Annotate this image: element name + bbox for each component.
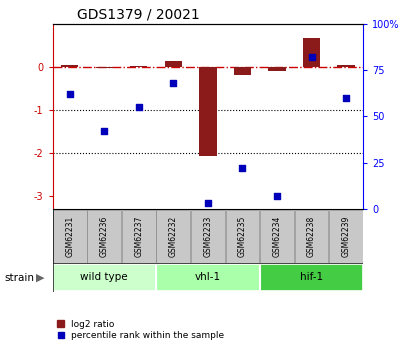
Text: GSM62233: GSM62233 [203,216,213,257]
Legend: log2 ratio, percentile rank within the sample: log2 ratio, percentile rank within the s… [57,320,225,341]
Text: vhl-1: vhl-1 [195,273,221,282]
Bar [234,67,251,75]
Bar [165,61,182,67]
Text: ▶: ▶ [36,273,44,283]
Point [101,128,108,134]
Text: GSM62238: GSM62238 [307,216,316,257]
Bar [260,210,294,263]
Text: GSM62234: GSM62234 [273,216,281,257]
Bar [96,67,113,68]
Text: GSM62235: GSM62235 [238,216,247,257]
Text: GSM62236: GSM62236 [100,216,109,257]
Text: hif-1: hif-1 [300,273,323,282]
Bar [87,210,121,263]
Bar [260,264,363,291]
Text: GSM62232: GSM62232 [169,216,178,257]
Text: GDS1379 / 20021: GDS1379 / 20021 [77,8,200,22]
Bar [303,38,320,67]
Bar [130,66,147,67]
Bar [329,210,363,263]
Point [343,95,349,101]
Point [136,105,142,110]
Bar [53,210,87,263]
Bar [52,264,156,291]
Text: GSM62237: GSM62237 [134,216,143,257]
Bar [122,210,156,263]
Point [273,193,280,199]
Bar [156,210,190,263]
Bar [268,67,286,70]
Text: strain: strain [4,273,34,283]
Text: GSM62231: GSM62231 [65,216,74,257]
Text: wild type: wild type [81,273,128,282]
Bar [156,264,260,291]
Point [205,200,211,206]
Point [170,80,177,86]
Bar [294,210,328,263]
Text: GSM62239: GSM62239 [341,216,351,257]
Bar [199,67,217,156]
Point [308,55,315,60]
Bar [226,210,260,263]
Bar [61,65,79,67]
Bar [191,210,225,263]
Point [66,91,73,97]
Point [239,165,246,171]
Bar [337,65,354,67]
